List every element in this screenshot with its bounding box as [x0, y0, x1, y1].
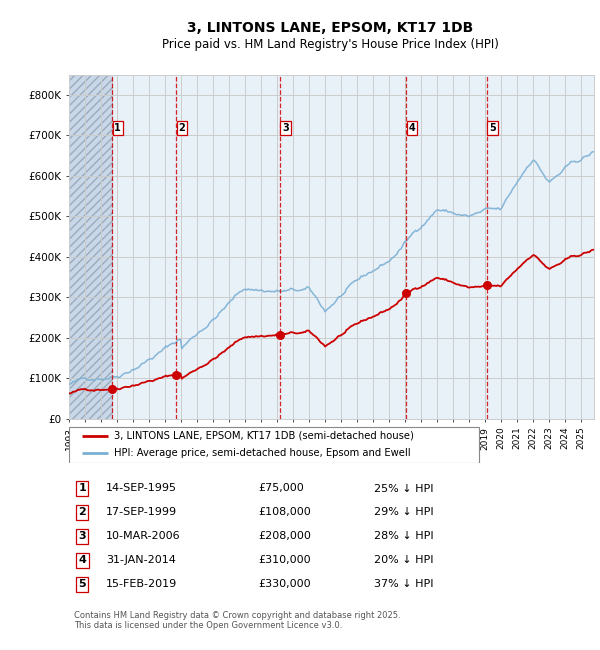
Text: 31-JAN-2014: 31-JAN-2014 [106, 555, 176, 566]
Text: 3: 3 [282, 123, 289, 133]
Text: 10-MAR-2006: 10-MAR-2006 [106, 531, 181, 541]
Text: Price paid vs. HM Land Registry's House Price Index (HPI): Price paid vs. HM Land Registry's House … [161, 38, 499, 51]
Text: 2: 2 [178, 123, 185, 133]
Text: 15-FEB-2019: 15-FEB-2019 [106, 579, 177, 589]
Text: 5: 5 [489, 123, 496, 133]
Text: 2: 2 [78, 508, 86, 517]
Text: £310,000: £310,000 [258, 555, 311, 566]
FancyBboxPatch shape [69, 426, 479, 463]
Text: 3, LINTONS LANE, EPSOM, KT17 1DB (semi-detached house): 3, LINTONS LANE, EPSOM, KT17 1DB (semi-d… [113, 431, 413, 441]
Text: 28% ↓ HPI: 28% ↓ HPI [373, 531, 433, 541]
Text: 25% ↓ HPI: 25% ↓ HPI [373, 484, 433, 493]
Text: 4: 4 [409, 123, 415, 133]
Text: 29% ↓ HPI: 29% ↓ HPI [373, 508, 433, 517]
Text: Contains HM Land Registry data © Crown copyright and database right 2025.
This d: Contains HM Land Registry data © Crown c… [74, 611, 401, 630]
Text: 1: 1 [78, 484, 86, 493]
Text: 17-SEP-1999: 17-SEP-1999 [106, 508, 177, 517]
Text: £108,000: £108,000 [258, 508, 311, 517]
Text: £330,000: £330,000 [258, 579, 311, 589]
Text: £208,000: £208,000 [258, 531, 311, 541]
Text: 20% ↓ HPI: 20% ↓ HPI [373, 555, 433, 566]
Text: 3: 3 [79, 531, 86, 541]
Text: HPI: Average price, semi-detached house, Epsom and Ewell: HPI: Average price, semi-detached house,… [113, 448, 410, 458]
Text: 5: 5 [79, 579, 86, 589]
Bar [69, 75, 113, 419]
Text: 14-SEP-1995: 14-SEP-1995 [106, 484, 177, 493]
Text: 1: 1 [114, 123, 121, 133]
Text: £75,000: £75,000 [258, 484, 304, 493]
Text: 37% ↓ HPI: 37% ↓ HPI [373, 579, 433, 589]
Text: 4: 4 [78, 555, 86, 566]
Text: 3, LINTONS LANE, EPSOM, KT17 1DB: 3, LINTONS LANE, EPSOM, KT17 1DB [187, 21, 473, 35]
